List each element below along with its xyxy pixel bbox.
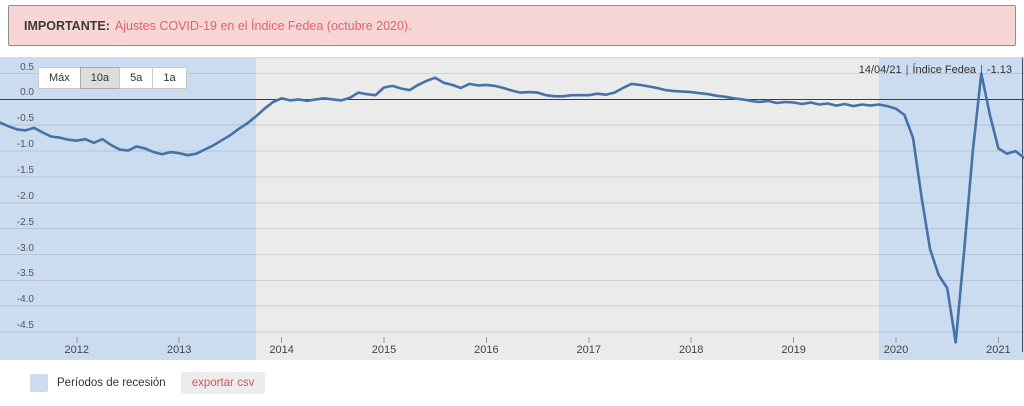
y-axis-label: 0.0 (20, 87, 34, 99)
last-point-label: 14/04/21 | Índice Fedea | -1.13 (859, 64, 1012, 76)
y-axis-label: -0.5 (16, 113, 34, 125)
chart-legend: Períodos de recesión exportar csv (30, 372, 1024, 394)
x-axis-label: 2017 (576, 344, 602, 356)
range-button-5a[interactable]: 5a (119, 67, 154, 89)
recession-legend-swatch[interactable] (30, 374, 48, 392)
x-axis-label: 2021 (986, 344, 1011, 356)
x-axis-label: 2015 (371, 344, 397, 356)
last-point-series: Índice Fedea (912, 64, 977, 76)
y-axis-label: -2.5 (16, 216, 34, 228)
y-axis-label: -1.5 (16, 164, 34, 176)
y-axis-label: -3.0 (16, 242, 34, 254)
x-axis-label: 2013 (166, 344, 192, 356)
range-button-máx[interactable]: Máx (38, 67, 81, 89)
covid-adjustments-link[interactable]: Ajustes COVID-19 en el Índice Fedea (oct… (114, 18, 412, 33)
x-axis-label: 2018 (678, 344, 704, 356)
last-point-date: 14/04/21 (858, 64, 902, 76)
recession-legend-label[interactable]: Períodos de recesión (57, 377, 166, 389)
y-axis-label: -1.0 (16, 139, 34, 151)
export-csv-button[interactable]: exportar csv (180, 372, 266, 394)
y-axis-label: -3.5 (16, 268, 34, 280)
y-axis-label: 0.5 (20, 61, 34, 73)
fedea-index-plot-area: Máx 10a 5a 1a 14/04/21 | Índice Fedea | -1.13 0… (0, 57, 1024, 360)
last-point-value: -1.13 (986, 64, 1012, 76)
x-axis-label: 2016 (474, 344, 499, 356)
x-axis-label: 2020 (883, 344, 909, 356)
banner-important-label: IMPORTANTE: (24, 18, 110, 33)
range-button-1a[interactable]: 1a (152, 67, 187, 89)
range-selector: Máx 10a 5a 1a (38, 67, 187, 89)
x-axis-label: 2019 (781, 344, 806, 356)
separator: | (905, 64, 909, 76)
y-axis-label: -4.5 (16, 320, 34, 332)
x-axis-label: 2014 (269, 344, 294, 356)
recession-band (0, 58, 256, 360)
covid-warning-banner: IMPORTANTE: Ajustes COVID-19 en el Índic… (8, 5, 1016, 46)
y-axis-label: -4.0 (16, 294, 34, 306)
fedea-index-line[interactable] (0, 72, 1024, 344)
x-axis-label: 2012 (64, 344, 90, 356)
range-button-10a[interactable]: 10a (79, 67, 121, 89)
chart-canvas (0, 58, 1024, 352)
y-axis-label: -2.0 (16, 190, 34, 202)
separator: | (980, 64, 983, 76)
